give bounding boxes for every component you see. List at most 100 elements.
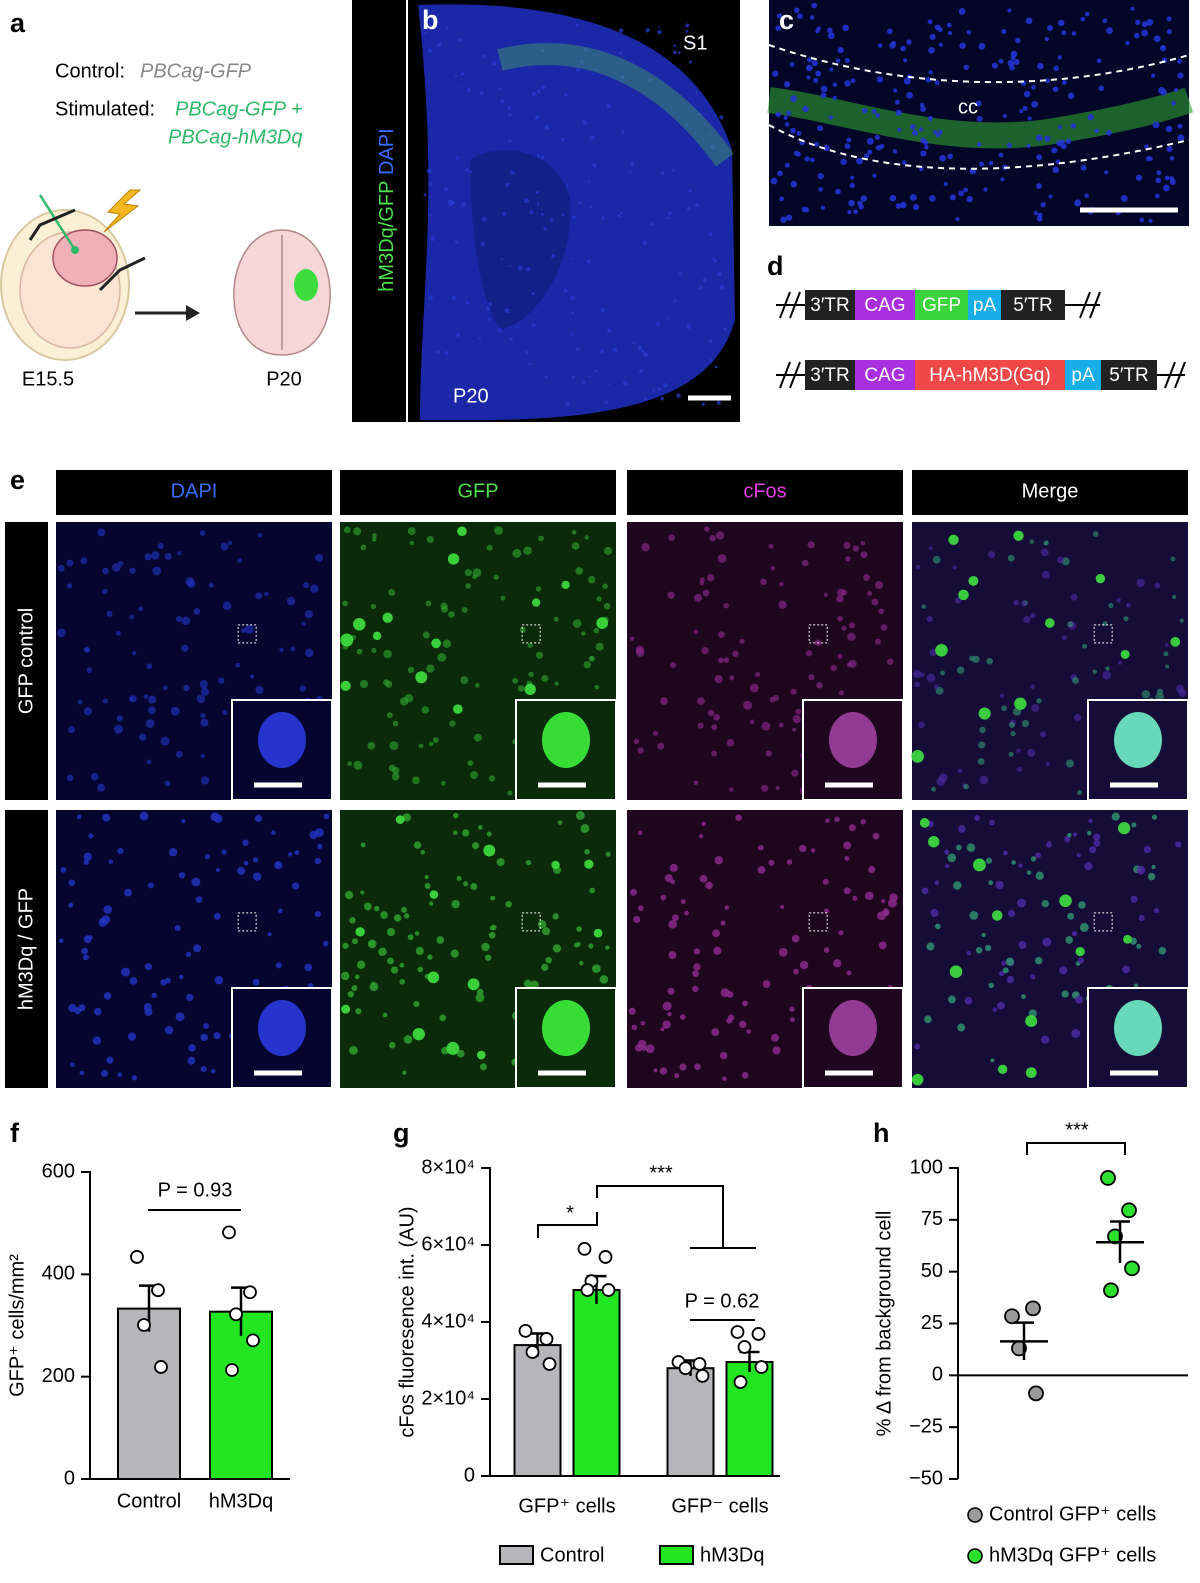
nucleus — [837, 588, 846, 597]
nucleus — [653, 1068, 658, 1073]
nucleus — [1177, 123, 1183, 129]
nucleus — [799, 844, 807, 853]
nucleus — [1017, 766, 1023, 772]
stimulated-construct: PBCag-hM3Dq — [168, 126, 303, 148]
nucleus — [479, 90, 484, 96]
nucleus — [349, 1045, 358, 1055]
nucleus — [1031, 704, 1040, 712]
nucleus — [1098, 85, 1105, 92]
nucleus — [360, 544, 367, 551]
y-tick-label: 100 — [910, 1156, 943, 1178]
nucleus — [453, 704, 463, 714]
nucleus — [561, 580, 570, 589]
nucleus — [1095, 573, 1106, 584]
nucleus — [445, 26, 448, 29]
control-label: Control: — [55, 60, 125, 82]
nucleus — [872, 832, 880, 840]
nucleus — [679, 1014, 686, 1020]
nucleus — [569, 332, 574, 336]
nucleus — [484, 954, 492, 961]
construct-label: GFP — [922, 295, 961, 316]
nucleus — [1067, 912, 1075, 920]
nucleus — [813, 77, 819, 83]
construct-element — [1065, 360, 1101, 390]
nucleus — [402, 1070, 407, 1075]
data-point — [1121, 1202, 1137, 1219]
nucleus — [1135, 19, 1141, 25]
nucleus — [139, 811, 149, 821]
nucleus — [707, 709, 715, 717]
nucleus — [685, 29, 689, 33]
control-construct: PBCag-GFP — [140, 60, 252, 82]
nucleus — [237, 558, 242, 564]
nucleus — [428, 182, 432, 186]
nucleus — [592, 163, 597, 168]
nucleus — [1151, 814, 1158, 820]
nucleus — [833, 959, 842, 968]
nucleus — [931, 786, 936, 792]
nucleus — [1065, 759, 1074, 768]
nucleus — [1040, 548, 1049, 557]
break-mark — [1164, 361, 1176, 389]
y-tick-label: 2×10⁴ — [421, 1387, 475, 1409]
nucleus — [643, 352, 648, 357]
nucleus — [943, 181, 948, 187]
nucleus — [274, 861, 283, 870]
nucleus — [314, 911, 321, 918]
nucleus — [977, 758, 985, 765]
gfp-fibers — [767, 87, 1194, 149]
nucleus — [838, 690, 844, 696]
nucleus — [712, 929, 720, 938]
nucleus — [768, 543, 774, 549]
nucleus — [878, 941, 887, 950]
nucleus — [955, 217, 960, 222]
nucleus — [694, 202, 699, 207]
nucleus — [1057, 19, 1065, 27]
nucleus — [659, 1067, 668, 1075]
nucleus — [551, 860, 560, 870]
nucleus — [1153, 35, 1161, 43]
nucleus — [830, 664, 837, 672]
break-mark — [779, 291, 791, 319]
nucleus — [160, 979, 167, 986]
nucleus — [1106, 27, 1113, 34]
nucleus — [221, 849, 227, 855]
nucleus — [919, 818, 930, 828]
nucleus — [938, 42, 943, 47]
nucleus — [939, 154, 947, 162]
legend-label: Control — [540, 1544, 604, 1566]
nucleus — [844, 57, 850, 63]
nucleus — [426, 168, 432, 174]
nucleus — [1123, 934, 1132, 944]
nucleus — [449, 720, 456, 727]
nucleus — [367, 939, 377, 949]
nucleus — [988, 880, 994, 886]
nucleus — [811, 60, 818, 67]
nucleus — [1177, 134, 1185, 142]
nucleus — [593, 627, 600, 634]
nucleus — [786, 859, 793, 865]
nucleus — [244, 624, 254, 634]
nucleus — [837, 615, 843, 622]
nucleus — [175, 1012, 185, 1022]
nucleus — [371, 981, 376, 987]
nucleus — [550, 218, 554, 222]
transfected-area — [294, 269, 318, 301]
nucleus — [510, 170, 515, 175]
nucleus — [712, 257, 715, 260]
nucleus — [214, 912, 221, 920]
nucleus — [457, 37, 463, 43]
nucleus — [81, 947, 88, 955]
nucleus — [432, 737, 439, 743]
nucleus — [939, 773, 948, 782]
nucleus — [732, 650, 739, 658]
construct-element — [805, 360, 855, 390]
nucleus — [544, 375, 548, 379]
nucleus — [1053, 65, 1059, 71]
nucleus — [304, 610, 313, 619]
nucleus — [909, 193, 917, 201]
nucleus — [957, 1023, 966, 1032]
nucleus — [493, 574, 499, 580]
y-axis-label: GFP⁺ cells/mm² — [6, 1254, 28, 1397]
nucleus — [1015, 37, 1021, 44]
